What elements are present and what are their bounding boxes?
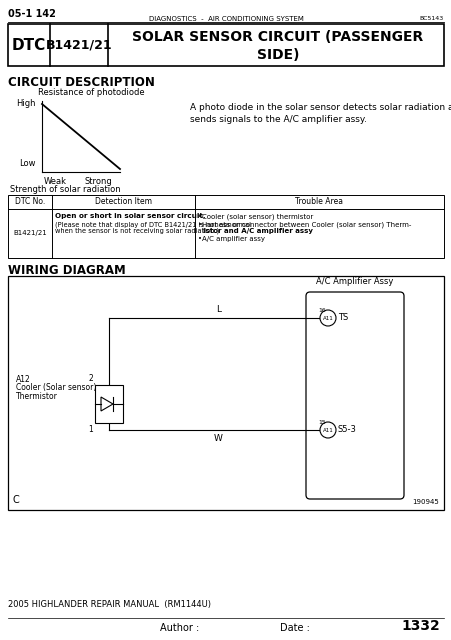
Text: A11: A11 (322, 428, 333, 433)
Text: Trouble Area: Trouble Area (295, 198, 343, 207)
Text: High: High (17, 99, 36, 108)
FancyBboxPatch shape (305, 292, 403, 499)
Text: DTC No.: DTC No. (15, 198, 45, 207)
Text: Open or short in solar sensor circuit.: Open or short in solar sensor circuit. (55, 213, 205, 219)
Text: L: L (216, 305, 221, 314)
Text: DIAGNOSTICS  -  AIR CONDITIONING SYSTEM: DIAGNOSTICS - AIR CONDITIONING SYSTEM (148, 16, 303, 22)
Bar (8, 195, 443, 258)
Text: TS: TS (337, 314, 347, 323)
Text: 1332: 1332 (400, 619, 439, 633)
Bar (95, 385, 123, 423)
Text: Date :: Date : (279, 623, 309, 633)
Text: 2005 HIGHLANDER REPAIR MANUAL  (RM1144U): 2005 HIGHLANDER REPAIR MANUAL (RM1144U) (8, 600, 211, 609)
Text: 2: 2 (88, 374, 93, 383)
Text: SOLAR SENSOR CIRCUIT (PASSENGER: SOLAR SENSOR CIRCUIT (PASSENGER (132, 30, 423, 44)
Text: sends signals to the A/C amplifier assy.: sends signals to the A/C amplifier assy. (189, 115, 366, 124)
Text: BC5143: BC5143 (419, 17, 443, 22)
Text: A/C Amplifier Assy: A/C Amplifier Assy (316, 277, 393, 286)
Text: •Harness or connector between Cooler (solar sensor) Therm-: •Harness or connector between Cooler (so… (198, 221, 410, 227)
Circle shape (319, 310, 335, 326)
Text: C: C (13, 495, 20, 505)
Text: A12: A12 (16, 375, 31, 384)
Text: 05-1 142: 05-1 142 (8, 9, 56, 19)
Text: •Cooler (solar sensor) thermistor: •Cooler (solar sensor) thermistor (198, 213, 313, 220)
Text: 1: 1 (88, 425, 93, 434)
Text: S5-3: S5-3 (337, 426, 356, 435)
Text: CIRCUIT DESCRIPTION: CIRCUIT DESCRIPTION (8, 76, 155, 89)
Text: Low: Low (19, 159, 36, 168)
Text: A photo diode in the solar sensor detects solar radiation and: A photo diode in the solar sensor detect… (189, 103, 451, 112)
Text: Strength of solar radiation: Strength of solar radiation (9, 185, 120, 194)
Text: 15: 15 (318, 420, 325, 426)
Text: SIDE): SIDE) (256, 48, 299, 62)
Text: istor and A/C amplifier assy: istor and A/C amplifier assy (198, 228, 312, 234)
Bar (8, 24, 443, 66)
Text: B1421/21: B1421/21 (46, 38, 112, 51)
Text: Detection Item: Detection Item (95, 198, 152, 207)
Text: Thermistor: Thermistor (16, 392, 58, 401)
Text: 16: 16 (318, 308, 325, 314)
Text: Strong: Strong (84, 177, 112, 186)
Circle shape (319, 422, 335, 438)
Bar (8, 276, 443, 510)
Text: W: W (214, 434, 222, 443)
Text: Cooler (Solar sensor): Cooler (Solar sensor) (16, 383, 96, 392)
Text: 190945: 190945 (411, 499, 438, 505)
Text: when the sensor is not receiving solar radiation.): when the sensor is not receiving solar r… (55, 228, 219, 234)
Text: Author :: Author : (160, 623, 199, 633)
Text: DTC: DTC (12, 38, 46, 52)
Text: B1421/21: B1421/21 (13, 230, 47, 237)
Text: WIRING DIAGRAM: WIRING DIAGRAM (8, 264, 125, 277)
Text: Resistance of photodiode: Resistance of photodiode (38, 88, 144, 97)
Text: •A/C amplifier assy: •A/C amplifier assy (198, 236, 264, 242)
Text: A11: A11 (322, 316, 333, 321)
Text: Weak: Weak (43, 177, 66, 186)
Text: (Please note that display of DTC B1421/21 is not abnormal: (Please note that display of DTC B1421/2… (55, 221, 250, 227)
